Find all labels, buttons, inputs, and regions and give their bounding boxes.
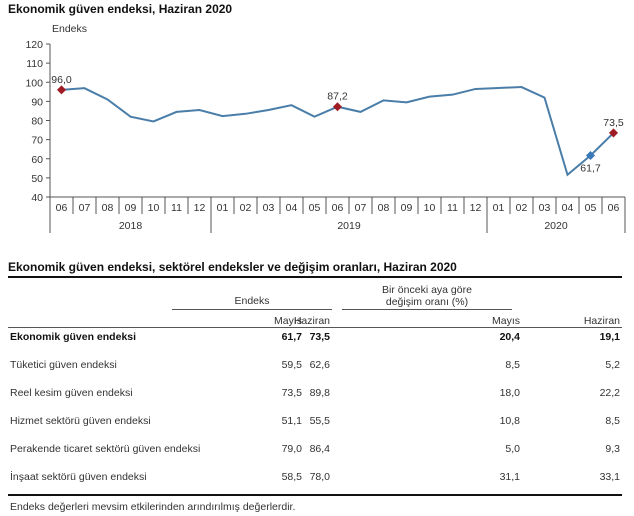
row-label: Reel kesim güven endeksi: [10, 387, 133, 399]
x-axis: 06 07 08 09 10 11 12 01 02 03 04 05 06 07 08 09 10 11 12 01…: [49, 196, 626, 233]
table-bottom-rule: [8, 494, 622, 496]
cell-endeks-mayis: 79,0: [281, 443, 302, 455]
x-tick-label: 05: [585, 202, 597, 214]
row-label: İnşaat sektörü güven endeksi: [10, 471, 147, 483]
cell-degisim-haziran: 9,3: [605, 443, 620, 455]
x-tick-label: 02: [516, 202, 528, 214]
x-tick-label: 11: [447, 202, 458, 214]
x-tick-label: 07: [355, 202, 367, 214]
header-degisim-line2: değişim oranı (%): [385, 296, 469, 308]
header-degisim-line1: Bir önceki aya göre: [382, 284, 472, 296]
subheader-endeks-haziran: Haziran: [293, 315, 330, 327]
data-label: 87,2: [327, 91, 348, 103]
y-tick-label: 70: [31, 135, 43, 147]
x-tick-label: 04: [286, 202, 298, 214]
y-tick-label: 60: [31, 154, 43, 166]
x-tick-label: 03: [263, 202, 275, 214]
cell-degisim-mayis: 20,4: [499, 331, 520, 343]
cell-endeks-mayis: 58,5: [281, 471, 302, 483]
y-axis-label: Endeks: [52, 23, 87, 35]
cell-degisim-mayis: 8,5: [505, 359, 520, 371]
cell-endeks-haziran: 62,6: [309, 359, 330, 371]
x-tick-label: 12: [470, 202, 482, 214]
x-tick-label: 10: [424, 202, 436, 214]
subheader-endeks-mayis: Mayıs: [273, 315, 302, 327]
cell-endeks-mayis: 51,1: [281, 415, 302, 427]
cell-degisim-mayis: 10,8: [499, 415, 520, 427]
y-tick-label: 80: [31, 116, 43, 128]
x-tick-label: 08: [378, 202, 390, 214]
cell-endeks-haziran: 89,8: [309, 387, 330, 399]
row-label: Ekonomik güven endeksi: [10, 331, 137, 343]
x-tick-label: 11: [171, 202, 182, 214]
x-tick-label: 10: [148, 202, 160, 214]
cell-degisim-haziran: 33,1: [599, 471, 620, 483]
header-endeks-rule: [172, 309, 332, 310]
y-tick-label: 120: [25, 39, 43, 51]
cell-endeks-mayis: 59,5: [281, 359, 302, 371]
x-tick-label: 06: [608, 202, 620, 214]
cell-endeks-haziran: 86,4: [309, 443, 330, 455]
cell-degisim-haziran: 19,1: [599, 331, 620, 343]
data-label: 61,7: [580, 162, 601, 174]
header-bottom-rule: [8, 327, 622, 328]
row-label: Perakende ticaret sektörü güven endeksi: [10, 443, 201, 455]
x-tick-label: 05: [309, 202, 321, 214]
x-tick-label: 12: [194, 202, 206, 214]
y-axis: 40 50 60 70 80 90 100 110 120: [25, 39, 51, 204]
subheader-degisim-mayis: Mayıs: [491, 315, 520, 327]
cell-endeks-haziran: 78,0: [309, 471, 330, 483]
line-chart: Endeks 40 50 60 70 80 90 100 110 120 06 07 08 09 10 1…: [25, 23, 626, 233]
subheader-degisim-haziran: Haziran: [583, 315, 620, 327]
cell-degisim-haziran: 8,5: [605, 415, 620, 427]
chart-title: Ekonomik güven endeksi, Haziran 2020: [8, 2, 233, 16]
y-tick-label: 50: [31, 173, 43, 185]
x-tick-label: 01: [217, 202, 229, 214]
x-tick-label: 09: [401, 202, 413, 214]
cell-endeks-haziran: 73,5: [309, 331, 330, 343]
cell-endeks-haziran: 55,5: [309, 415, 330, 427]
x-tick-label: 01: [493, 202, 505, 214]
x-tick-label: 04: [562, 202, 574, 214]
y-tick-label: 40: [31, 192, 43, 204]
highlight-marker: [332, 102, 343, 112]
cell-degisim-mayis: 31,1: [499, 471, 520, 483]
data-label: 73,5: [603, 117, 624, 129]
y-tick-label: 100: [25, 77, 43, 89]
cell-degisim-haziran: 22,2: [599, 387, 620, 399]
year-label: 2020: [544, 220, 568, 232]
footnote: Endeks değerleri mevsim etkilerinden arı…: [10, 501, 296, 513]
data-label: 96,0: [51, 74, 72, 86]
table-top-rule: [8, 276, 622, 278]
cell-degisim-haziran: 5,2: [605, 359, 620, 371]
y-tick-label: 110: [26, 58, 43, 70]
year-label: 2018: [119, 220, 143, 232]
x-tick-label: 07: [79, 202, 91, 214]
x-tick-label: 06: [56, 202, 68, 214]
year-label: 2019: [337, 220, 361, 232]
row-label: Tüketici güven endeksi: [10, 359, 117, 371]
x-tick-label: 06: [332, 202, 344, 214]
x-tick-label: 09: [125, 202, 137, 214]
highlight-marker: [56, 85, 67, 95]
series-group: 96,0 87,2 61,7 73,5: [51, 74, 624, 177]
cell-degisim-mayis: 5,0: [505, 443, 520, 455]
header-endeks: Endeks: [234, 295, 270, 307]
cell-endeks-mayis: 73,5: [281, 387, 302, 399]
table-title: Ekonomik güven endeksi, sektörel endeksl…: [8, 260, 457, 274]
cell-endeks-mayis: 61,7: [281, 331, 302, 343]
x-tick-label: 08: [102, 202, 114, 214]
x-tick-label: 02: [240, 202, 252, 214]
y-tick-label: 90: [31, 96, 43, 108]
x-tick-label: 03: [539, 202, 551, 214]
row-label: Hizmet sektörü güven endeksi: [10, 415, 151, 427]
cell-degisim-mayis: 18,0: [499, 387, 520, 399]
header-degisim-rule: [342, 309, 512, 310]
